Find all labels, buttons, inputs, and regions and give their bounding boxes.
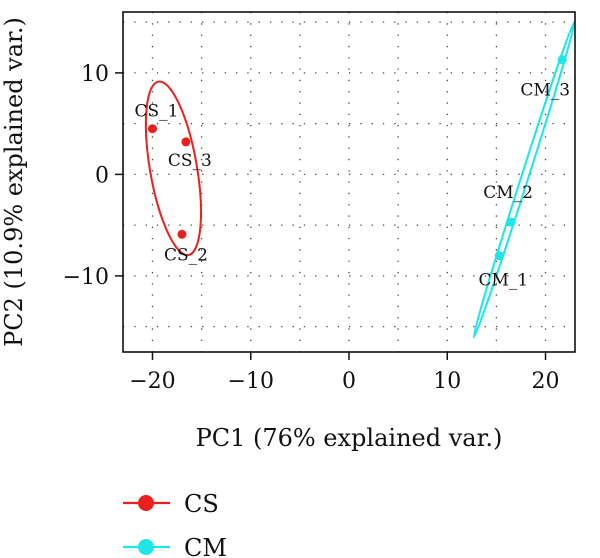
legend: CS CM xyxy=(123,490,227,558)
y-tick-label: −10 xyxy=(63,265,109,290)
x-tick-label: 10 xyxy=(433,369,461,394)
legend-marker-cm xyxy=(138,539,154,555)
point-cm-2 xyxy=(506,217,516,227)
point-labels: CS_1 CS_2 CS_3 CM_1 CM_2 CM_3 xyxy=(134,81,570,291)
point-cm-1 xyxy=(494,251,504,261)
point-cs-1 xyxy=(147,124,157,134)
axes: −20 −10 0 10 20 −10 0 10 xyxy=(63,62,560,394)
legend-marker-cs xyxy=(138,495,154,511)
legend-label-cs: CS xyxy=(184,490,219,518)
legend-label-cm: CM xyxy=(184,534,227,558)
point-label: CS_3 xyxy=(168,151,212,171)
x-tick-label: −20 xyxy=(129,369,175,394)
x-tick-label: 20 xyxy=(532,369,560,394)
x-axis-title: PC1 (76% explained var.) xyxy=(196,424,503,452)
point-label: CM_1 xyxy=(478,271,528,291)
point-cm-3 xyxy=(557,55,567,65)
data-points xyxy=(147,55,567,261)
point-label: CM_3 xyxy=(520,81,570,101)
y-tick-label: 0 xyxy=(95,163,109,188)
x-tick-label: −10 xyxy=(228,369,274,394)
ellipse-cs xyxy=(144,80,203,257)
x-tick-label: 0 xyxy=(342,369,356,394)
grid-lines xyxy=(123,12,575,352)
y-axis-title: PC2 (10.9% explained var.) xyxy=(0,17,28,347)
point-cs-3 xyxy=(181,137,191,147)
y-tick-label: 10 xyxy=(81,62,109,87)
point-label: CM_2 xyxy=(483,183,533,203)
point-cs-2 xyxy=(177,229,187,239)
point-label: CS_2 xyxy=(164,245,208,265)
point-label: CS_1 xyxy=(134,102,178,122)
